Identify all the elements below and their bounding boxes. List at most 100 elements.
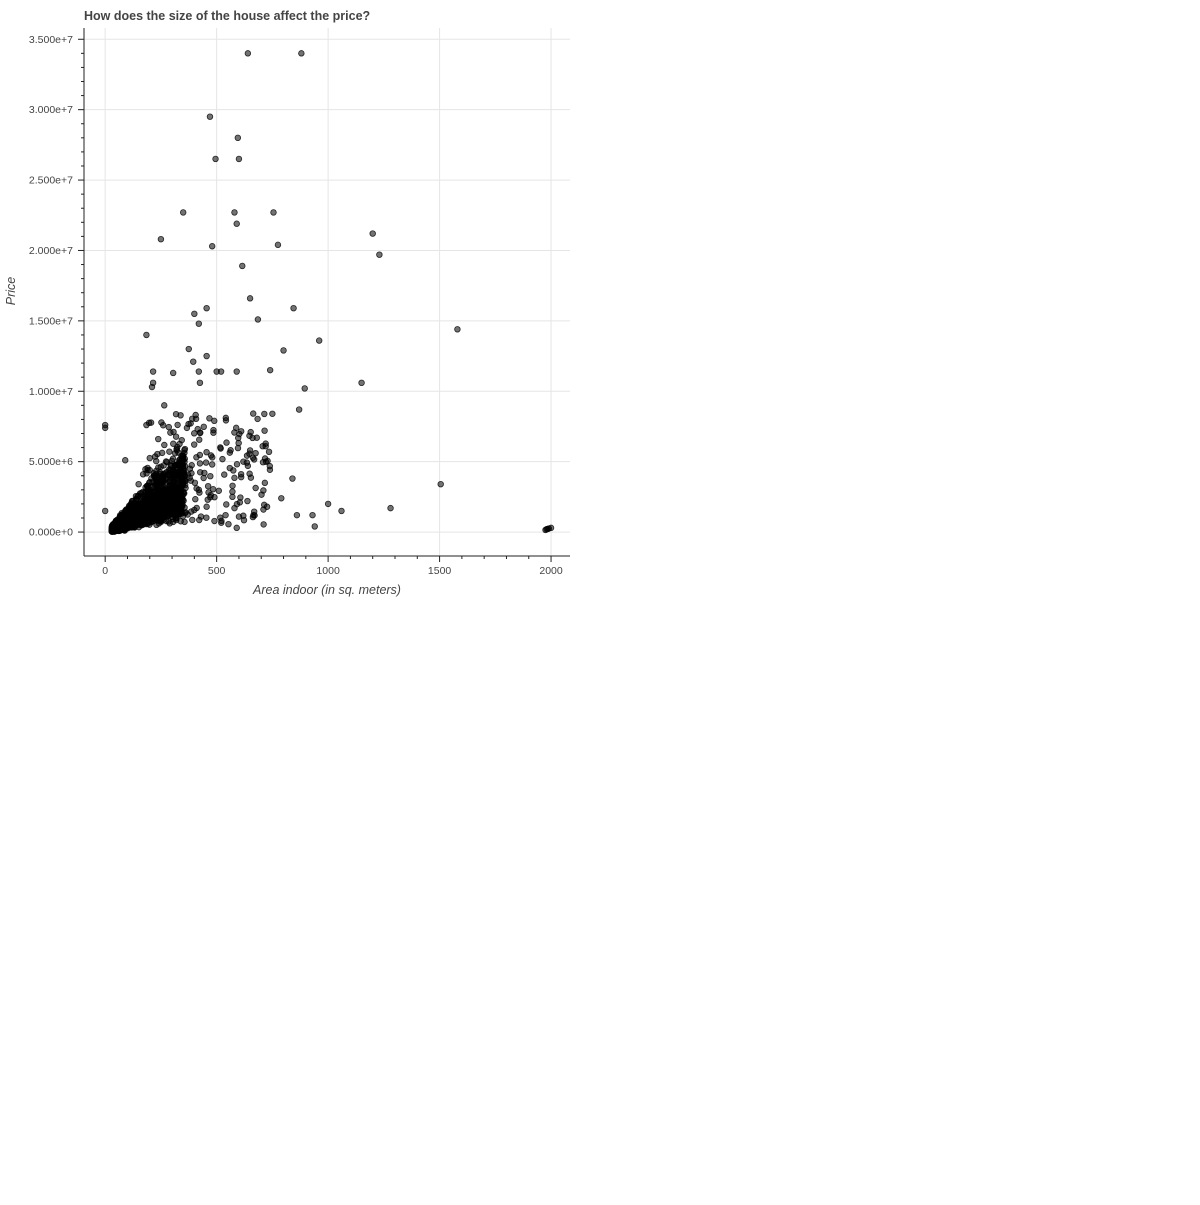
data-point	[261, 427, 268, 434]
data-point	[246, 450, 253, 457]
data-point	[196, 436, 203, 443]
data-point	[169, 508, 177, 516]
data-point	[262, 440, 269, 447]
data-point	[222, 511, 229, 519]
data-point	[250, 410, 257, 417]
data-point	[200, 423, 207, 431]
data-point	[193, 504, 200, 512]
data-point	[145, 513, 152, 520]
data-point	[208, 243, 216, 250]
data-point	[232, 424, 240, 432]
data-point	[261, 410, 268, 418]
data-point	[190, 358, 197, 365]
x-tick-label: 500	[208, 565, 226, 577]
data-point	[246, 295, 254, 302]
data-point	[235, 439, 242, 447]
data-point	[221, 471, 228, 478]
y-tick-label: 2.000e+7	[29, 245, 73, 257]
data-point	[187, 477, 194, 484]
data-point	[153, 485, 161, 492]
data-point	[218, 519, 225, 526]
data-point	[229, 482, 236, 489]
data-point	[149, 478, 156, 486]
data-point	[101, 507, 109, 515]
data-point	[181, 447, 188, 454]
data-point	[261, 479, 269, 487]
data-point	[207, 452, 215, 459]
data-point	[206, 415, 213, 422]
data-point	[148, 484, 156, 491]
data-point	[260, 501, 268, 509]
data-point	[196, 379, 204, 387]
data-point	[132, 501, 139, 508]
data-point	[181, 509, 189, 517]
data-point	[298, 50, 305, 57]
y-tick-label: 5.000e+6	[29, 456, 73, 468]
data-point	[229, 493, 236, 501]
data-point	[211, 417, 218, 425]
data-point	[202, 459, 210, 466]
data-point	[324, 500, 332, 508]
data-point	[170, 440, 177, 447]
data-point	[164, 471, 172, 478]
data-point	[269, 410, 276, 417]
data-point	[210, 426, 217, 434]
data-point	[217, 514, 224, 521]
x-tick-label: 1500	[428, 565, 452, 577]
data-point	[180, 209, 187, 216]
data-point	[264, 457, 271, 465]
data-point	[209, 486, 217, 493]
data-point	[196, 489, 203, 496]
data-point	[151, 453, 159, 460]
data-point	[183, 424, 191, 432]
data-point	[301, 385, 308, 392]
data-point	[280, 347, 287, 354]
y-tick-label: 0.000e+0	[29, 527, 73, 539]
data-point	[290, 304, 297, 312]
data-point	[235, 155, 243, 163]
y-tick-label: 1.000e+7	[29, 386, 73, 398]
data-point	[226, 464, 233, 472]
data-point	[190, 430, 198, 437]
x-tick-label: 2000	[539, 565, 563, 577]
data-point	[159, 506, 167, 514]
data-point	[192, 496, 199, 503]
axes: 0 500 1000 1500 2000 0.000e+0 5.000e+6 1.000e+7…	[29, 28, 570, 577]
y-tick-label: 3.500e+7	[29, 34, 73, 46]
data-point	[203, 352, 210, 360]
data-points	[101, 50, 555, 535]
data-point	[203, 503, 210, 510]
data-point	[454, 326, 461, 333]
data-point	[544, 525, 551, 533]
x-axis-label: Area indoor (in sq. meters)	[252, 583, 401, 597]
data-point	[227, 447, 234, 454]
data-point	[195, 368, 203, 375]
data-point	[161, 402, 168, 409]
data-point	[166, 448, 173, 455]
data-point	[244, 497, 251, 505]
data-point	[274, 241, 282, 249]
data-point	[179, 462, 187, 470]
data-point	[146, 521, 153, 528]
data-point	[197, 513, 205, 520]
chart-title: How does the size of the house affect th…	[84, 9, 370, 23]
data-point	[200, 474, 207, 482]
data-point	[387, 504, 394, 512]
data-point	[222, 417, 230, 424]
data-point	[169, 467, 177, 474]
data-point	[369, 230, 376, 237]
data-point	[206, 113, 214, 120]
data-point	[189, 516, 196, 524]
data-point	[196, 460, 204, 467]
data-point	[311, 523, 318, 530]
data-point	[233, 368, 240, 375]
data-point	[252, 484, 259, 492]
data-point	[174, 499, 182, 507]
data-point	[358, 379, 365, 387]
data-point	[233, 461, 241, 468]
data-point	[270, 209, 277, 216]
data-point	[134, 493, 141, 500]
data-point	[247, 428, 254, 436]
data-point	[215, 487, 222, 494]
data-point	[168, 500, 176, 507]
